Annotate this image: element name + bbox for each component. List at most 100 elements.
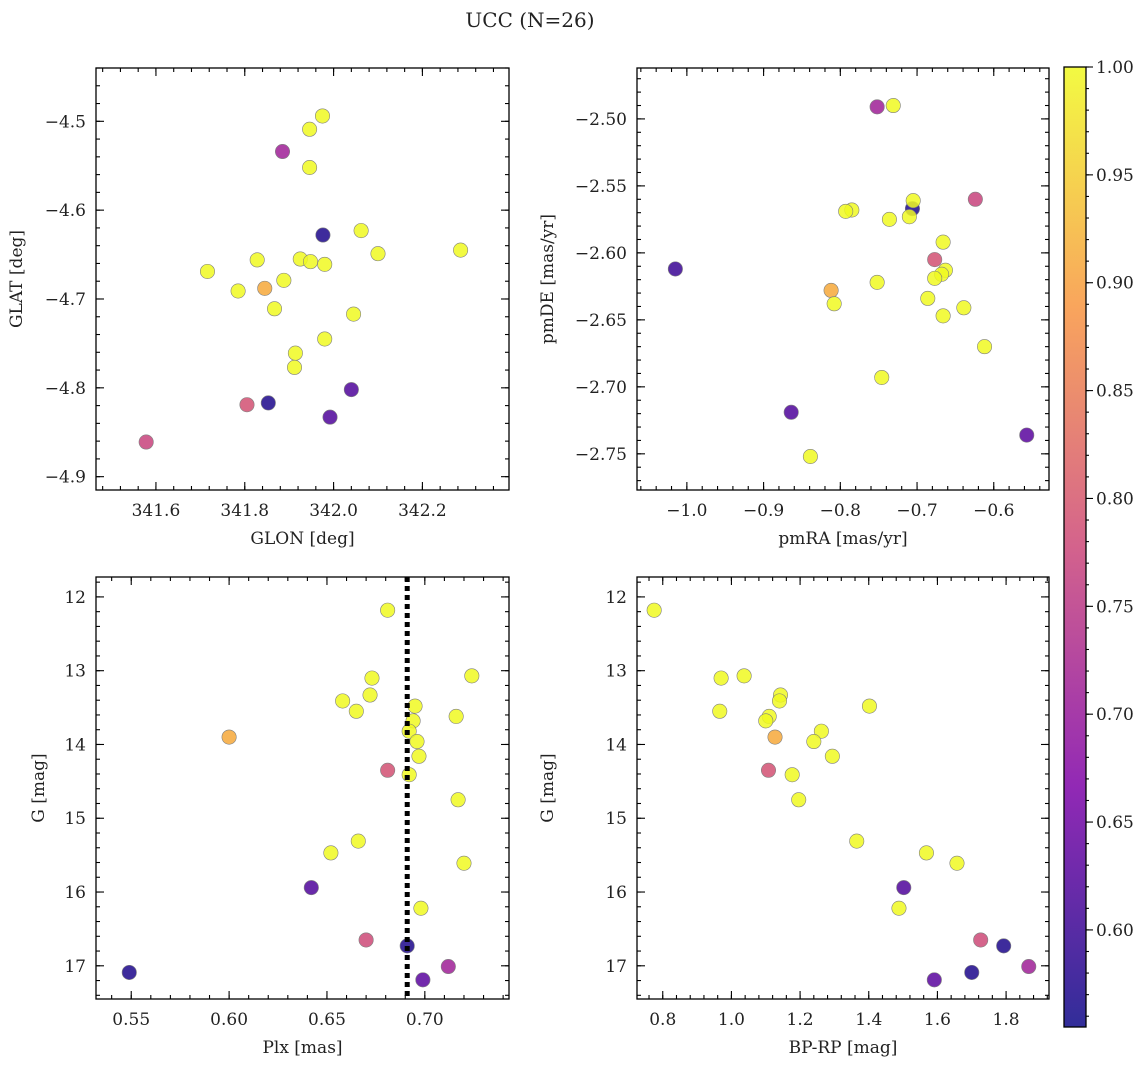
- data-point: [885, 98, 901, 114]
- y-tick-label: 14: [605, 735, 627, 755]
- x-tick-label: 0.8: [649, 1010, 676, 1030]
- y-tick-label: −2.70: [575, 378, 627, 398]
- data-point: [823, 282, 839, 298]
- panel-plx-g: 0.55 0.60 0.65 0.70 12 13 14 15 16 17 Plx [mas] G […: [29, 576, 510, 1058]
- x-tick-label: −0.6: [973, 501, 1014, 521]
- data-point: [335, 693, 351, 709]
- data-point: [440, 959, 456, 975]
- data-point: [302, 160, 318, 176]
- data-point: [977, 339, 993, 355]
- data-point: [813, 723, 829, 739]
- x-tick-label: 0.70: [406, 1010, 444, 1030]
- data-point: [407, 698, 423, 714]
- panel-bprp-g: 0.8 1.0 1.2 1.4 1.6 1.8 12 13 14 15 16 17 BP-RP [mag…: [538, 576, 1050, 1058]
- panel-pmra-pmde: −1.0 −0.9 −0.8 −0.7 −0.6 −2.50 −2.55 −2.60 −2.65…: [538, 67, 1050, 549]
- data-point: [314, 108, 330, 124]
- y-tick-label: −2.55: [575, 177, 627, 197]
- y-axis-label: pmDE [mas/yr]: [538, 214, 558, 344]
- data-point: [302, 254, 318, 270]
- axes-frame: [95, 67, 510, 491]
- data-point: [646, 602, 662, 618]
- x-tick-label: 1.4: [855, 1010, 882, 1030]
- colorbar-tick-label: 0.90: [1096, 274, 1134, 294]
- x-tick-label: −0.8: [820, 501, 861, 521]
- data-point: [322, 409, 338, 425]
- data-point: [771, 693, 787, 709]
- x-tick-label: 342.0: [309, 501, 358, 521]
- axes-frame: [636, 67, 1050, 491]
- data-point: [824, 748, 840, 764]
- data-point: [760, 762, 776, 778]
- data-point: [415, 972, 431, 988]
- y-tick-label: −2.60: [575, 244, 627, 264]
- y-tick-label: −2.50: [575, 110, 627, 130]
- data-point: [353, 223, 369, 239]
- data-point: [380, 602, 396, 618]
- data-point: [450, 792, 466, 808]
- y-tick-label: 17: [605, 957, 627, 977]
- data-point: [996, 938, 1012, 954]
- y-axis-label: G [mag]: [29, 753, 49, 822]
- x-tick-label: 341.8: [220, 501, 269, 521]
- minor-ticks: [96, 577, 509, 999]
- data-point: [315, 227, 331, 243]
- x-axis-label: Plx [mas]: [262, 1038, 342, 1058]
- data-point: [275, 144, 291, 160]
- data-point: [362, 687, 378, 703]
- colorbar-tick-label: 0.75: [1096, 597, 1134, 617]
- data-point: [287, 345, 303, 361]
- data-point: [302, 121, 318, 137]
- data-point: [317, 331, 333, 347]
- colorbar-gradient: [1064, 67, 1086, 1027]
- y-tick-label: −4.6: [45, 201, 86, 221]
- data-point: [918, 845, 934, 861]
- y-tick-label: −4.8: [45, 379, 86, 399]
- data-point: [287, 359, 303, 375]
- data-point: [967, 191, 983, 207]
- scatter-points: [667, 98, 1035, 465]
- scatter-points: [121, 602, 480, 988]
- x-tick-label: −1.0: [666, 501, 707, 521]
- minor-ticks: [637, 68, 1049, 490]
- x-tick-label: 1.0: [718, 1010, 745, 1030]
- data-point: [927, 270, 943, 286]
- data-point: [350, 833, 366, 849]
- colorbar-tick-label: 0.80: [1096, 489, 1134, 509]
- colorbar-tick-label: 0.95: [1096, 166, 1134, 186]
- data-point: [874, 369, 890, 385]
- data-point: [230, 283, 246, 299]
- data-point: [456, 855, 472, 871]
- data-point: [784, 767, 800, 783]
- data-point: [791, 792, 807, 808]
- data-point: [1021, 959, 1037, 975]
- x-tick-label: −0.9: [743, 501, 784, 521]
- data-point: [901, 209, 917, 225]
- panel-glon-glat: 341.6 341.8 342.0 342.2 −4.5 −4.6 −4.7 −4.8 −4.9…: [7, 67, 510, 549]
- data-point: [121, 964, 137, 980]
- data-point: [370, 246, 386, 262]
- scatter-points: [646, 602, 1037, 988]
- figure-title: UCC (N=26): [465, 8, 594, 32]
- x-tick-label: 1.2: [787, 1010, 814, 1030]
- data-point: [221, 729, 237, 745]
- data-point: [891, 900, 907, 916]
- data-point: [783, 404, 799, 420]
- colorbar-frame: [1063, 66, 1087, 1028]
- data-point: [260, 395, 276, 411]
- data-point: [826, 296, 842, 312]
- y-axis-label: G [mag]: [538, 753, 558, 822]
- y-tick-label: 16: [64, 883, 86, 903]
- data-point: [927, 252, 943, 268]
- x-tick-label: 1.6: [924, 1010, 951, 1030]
- data-point: [869, 274, 885, 290]
- y-tick-label: 15: [64, 809, 86, 829]
- x-tick-label: 0.60: [210, 1010, 248, 1030]
- data-point: [199, 263, 215, 279]
- data-point: [949, 855, 965, 871]
- y-tick-label: 12: [64, 588, 86, 608]
- y-tick-label: 17: [64, 957, 86, 977]
- y-tick-label: −4.5: [45, 112, 86, 132]
- data-point: [935, 308, 951, 324]
- data-point: [346, 306, 362, 322]
- y-tick-label: 15: [605, 809, 627, 829]
